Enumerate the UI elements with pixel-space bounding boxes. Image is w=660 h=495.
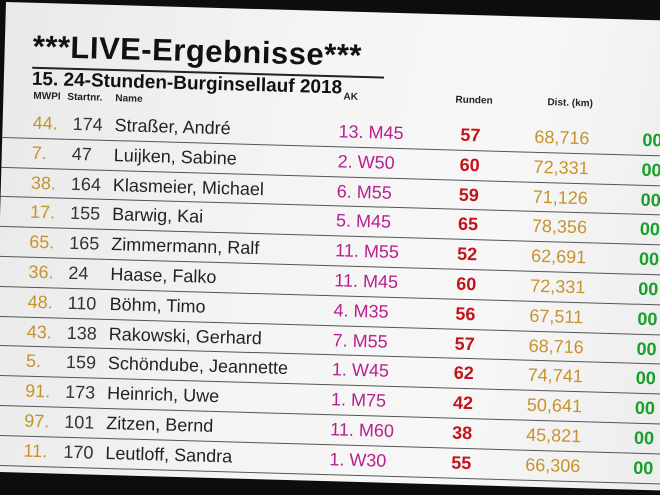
column-header-startnr: Startnr. xyxy=(67,91,103,104)
overall-place: 7. xyxy=(31,142,48,163)
column-header-name: Name xyxy=(115,93,143,105)
laps-count: 42 xyxy=(452,392,474,414)
distance-km: 72,331 xyxy=(530,275,586,298)
age-class-rank: 1. M75 xyxy=(330,389,387,411)
distance-km: 68,716 xyxy=(534,126,590,149)
overall-place: 17. xyxy=(29,202,56,223)
runner-name: Haase, Falko xyxy=(110,264,217,287)
overall-place: 91. xyxy=(24,380,51,402)
laps-count: 56 xyxy=(455,303,476,325)
start-number: 170 xyxy=(63,441,94,463)
laps-count: 38 xyxy=(451,422,473,444)
runner-name: Barwig, Kai xyxy=(111,204,204,227)
runner-name: Leutloff, Sandra xyxy=(105,442,233,467)
laps-count: 52 xyxy=(456,243,478,265)
runner-name: Klasmeier, Michael xyxy=(112,174,265,199)
distance-km: 67,511 xyxy=(529,305,584,328)
start-number: 155 xyxy=(69,203,101,225)
overall-place: 5. xyxy=(25,351,42,372)
results-table: 44. 174 Straßer, André 13. M45 57 68,716 00 7. 4… xyxy=(0,107,660,485)
runner-name: Rakowski, Gerhard xyxy=(108,323,263,348)
age-class-rank: 4. M35 xyxy=(333,300,389,322)
distance-km: 74,741 xyxy=(527,365,584,387)
runner-name: Zitzen, Bernd xyxy=(106,412,214,436)
overall-place: 11. xyxy=(23,440,48,462)
laps-count: 59 xyxy=(458,184,480,205)
time-cell: 00 xyxy=(639,219,660,240)
age-class-rank: 1. W30 xyxy=(329,448,387,471)
laps-count: 57 xyxy=(454,333,475,354)
start-number: 47 xyxy=(71,143,93,165)
distance-km: 71,126 xyxy=(532,186,589,208)
overall-place: 65. xyxy=(29,231,55,253)
time-cell: 00 xyxy=(640,189,660,210)
overall-place: 36. xyxy=(28,261,54,283)
start-number: 164 xyxy=(70,173,102,195)
runner-name: Straßer, André xyxy=(114,115,231,139)
time-cell: 00 xyxy=(638,248,660,270)
time-cell: 00 xyxy=(632,457,654,479)
laps-count: 55 xyxy=(451,452,472,473)
age-class-rank: 11. M45 xyxy=(334,270,399,293)
column-header-mwpl: MWPl xyxy=(33,90,61,103)
distance-km: 72,331 xyxy=(533,156,589,179)
laps-count: 60 xyxy=(456,273,477,295)
start-number: 165 xyxy=(69,233,100,254)
time-cell: 00 xyxy=(633,427,655,449)
laps-count: 60 xyxy=(459,154,480,176)
age-class-rank: 6. M55 xyxy=(336,180,393,203)
age-class-rank: 13. M45 xyxy=(338,121,404,144)
overall-place: 97. xyxy=(24,410,50,432)
start-number: 174 xyxy=(72,113,103,135)
laps-count: 57 xyxy=(460,124,481,146)
time-cell: 00 xyxy=(636,338,657,359)
start-number: 159 xyxy=(65,352,97,374)
overall-place: 44. xyxy=(32,112,58,134)
age-class-rank: 1. W45 xyxy=(331,359,390,382)
start-number: 138 xyxy=(66,322,98,344)
time-cell: 00 xyxy=(634,397,656,419)
runner-name: Böhm, Timo xyxy=(109,293,206,317)
time-cell: 00 xyxy=(642,129,660,151)
runner-name: Luijken, Sabine xyxy=(113,144,238,169)
distance-km: 50,641 xyxy=(526,394,583,417)
runner-name: Schöndube, Jeannette xyxy=(107,353,289,379)
time-cell: 00 xyxy=(637,278,659,300)
age-class-rank: 5. M45 xyxy=(335,210,392,233)
distance-km: 45,821 xyxy=(525,424,582,447)
laps-count: 65 xyxy=(457,214,479,235)
runner-name: Heinrich, Uwe xyxy=(106,383,220,407)
overall-place: 38. xyxy=(30,172,57,194)
column-header-runden: Runden xyxy=(455,94,493,107)
overall-place: 43. xyxy=(26,321,53,342)
start-number: 101 xyxy=(64,411,95,433)
column-header-ak: AK xyxy=(343,91,359,103)
start-number: 24 xyxy=(68,262,89,284)
age-class-rank: 11. M60 xyxy=(329,419,395,441)
time-cell: 00 xyxy=(641,159,660,181)
distance-km: 62,691 xyxy=(530,245,587,268)
distance-km: 68,716 xyxy=(528,335,584,357)
laps-count: 62 xyxy=(453,363,475,384)
age-class-rank: 7. M55 xyxy=(332,329,388,352)
time-cell: 00 xyxy=(635,368,657,389)
start-number: 110 xyxy=(67,292,97,314)
column-header-dist: Dist. (km) xyxy=(547,97,594,110)
runner-name: Zimmermann, Ralf xyxy=(110,234,260,259)
start-number: 173 xyxy=(64,381,96,403)
distance-km: 78,356 xyxy=(531,216,588,238)
distance-km: 66,306 xyxy=(525,454,581,476)
age-class-rank: 11. M55 xyxy=(334,240,400,263)
time-cell: 00 xyxy=(637,308,658,330)
overall-place: 48. xyxy=(27,291,53,313)
age-class-rank: 2. W50 xyxy=(337,151,395,173)
